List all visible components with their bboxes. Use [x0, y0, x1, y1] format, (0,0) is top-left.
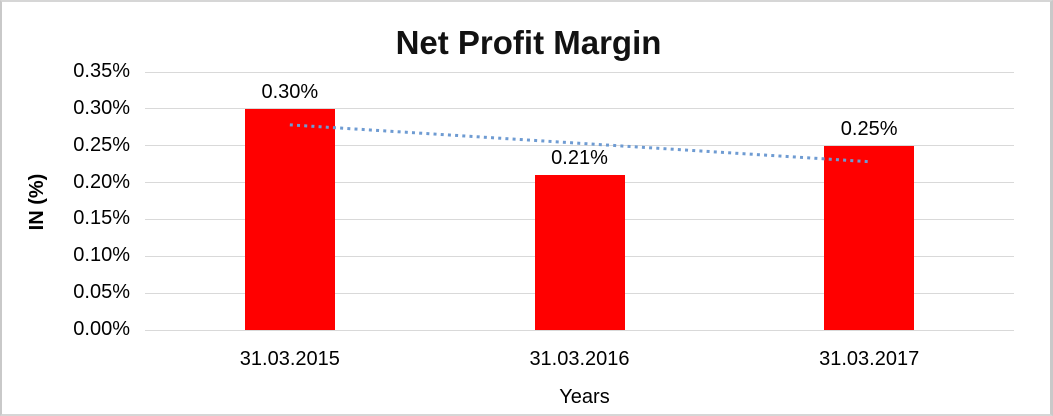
- y-tick-label: 0.00%: [73, 318, 130, 340]
- bar: [244, 108, 335, 330]
- x-tick-label: 31.03.2016: [529, 348, 630, 370]
- gridline: [145, 329, 1014, 331]
- gridline: [145, 145, 1014, 147]
- x-axis-title: Years: [559, 386, 610, 408]
- bar: [824, 145, 915, 330]
- plot-area: 0.30% 0.21% 0.25%: [145, 71, 1014, 331]
- bar-data-label: 0.30%: [261, 80, 319, 103]
- gridline: [145, 108, 1014, 110]
- chart-title: Net Profit Margin: [395, 24, 662, 61]
- y-tick-label: 0.10%: [73, 244, 130, 267]
- x-tick-label: 31.03.2017: [819, 348, 920, 370]
- trendline: [289, 123, 870, 164]
- bar-data-label: 0.25%: [840, 117, 898, 140]
- gridline: [145, 71, 1014, 73]
- x-tick-label: 31.03.2015: [239, 348, 340, 370]
- y-tick-label: 0.30%: [73, 96, 130, 119]
- bar: [534, 175, 625, 330]
- bar-data-label: 0.21%: [551, 147, 608, 170]
- y-tick-label: 0.35%: [73, 60, 130, 82]
- y-tick-label: 0.20%: [73, 170, 130, 193]
- y-tick-label: 0.15%: [73, 207, 130, 230]
- y-tick-label: 0.25%: [73, 133, 130, 156]
- y-tick-label: 0.05%: [73, 281, 130, 304]
